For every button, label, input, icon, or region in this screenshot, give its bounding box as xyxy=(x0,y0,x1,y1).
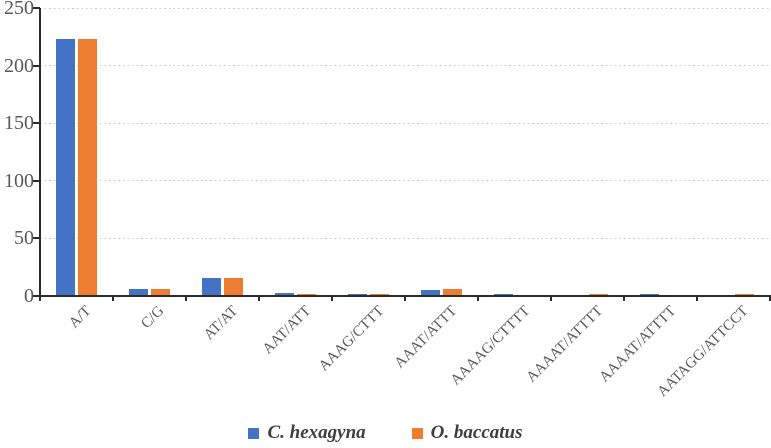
bar-o-baccatus-5 xyxy=(443,289,462,296)
gridline-50 xyxy=(40,237,770,239)
y-axis-label-0: 0 xyxy=(24,285,34,307)
x-tick-2 xyxy=(185,296,187,301)
gridline-200 xyxy=(40,65,770,67)
bar-c-hexagyna-6 xyxy=(494,293,513,296)
x-axis-label-2: AT/AT xyxy=(200,303,241,344)
bar-c-hexagyna-4 xyxy=(348,293,367,296)
x-axis-label-8: AAAAT/ATTTT xyxy=(596,303,679,386)
bar-c-hexagyna-2 xyxy=(202,277,221,296)
y-axis-label-100: 100 xyxy=(4,169,34,192)
x-axis-label-0: A/T xyxy=(66,303,95,332)
x-tick-7 xyxy=(550,296,552,301)
bar-c-hexagyna-0 xyxy=(56,39,75,296)
x-tick-8 xyxy=(623,296,625,301)
x-axis-label-4: AAAG/CTTT xyxy=(315,303,387,375)
gridline-250 xyxy=(40,7,770,9)
y-tick-50 xyxy=(33,237,40,240)
y-tick-0 xyxy=(33,295,40,297)
legend-item-o-baccatus: O. baccatus xyxy=(411,422,523,443)
bar-o-baccatus-0 xyxy=(78,39,97,296)
bar-o-baccatus-1 xyxy=(151,289,170,296)
x-tick-10 xyxy=(769,296,771,301)
x-tick-9 xyxy=(696,296,698,301)
legend-swatch-orange xyxy=(411,427,423,439)
bar-o-baccatus-7 xyxy=(589,293,608,296)
bar-o-baccatus-4 xyxy=(370,293,389,296)
y-tick-250 xyxy=(33,7,40,9)
bar-c-hexagyna-8 xyxy=(640,293,659,296)
x-axis-label-1: C/G xyxy=(138,303,168,333)
legend-swatch-blue xyxy=(248,427,260,439)
y-tick-150 xyxy=(33,122,40,125)
gridline-100 xyxy=(40,180,770,182)
y-axis-label-250: 250 xyxy=(4,0,34,19)
legend-label-c-hexagyna: C. hexagyna xyxy=(267,422,366,443)
x-tick-3 xyxy=(258,296,260,301)
y-tick-200 xyxy=(33,64,40,67)
bar-c-hexagyna-3 xyxy=(275,292,294,296)
legend-label-o-baccatus: O. baccatus xyxy=(430,422,523,443)
bar-o-baccatus-2 xyxy=(224,277,243,296)
x-axis-label-5: AAAT/ATTT xyxy=(391,303,460,372)
x-tick-6 xyxy=(477,296,479,301)
x-tick-0 xyxy=(39,296,41,301)
bar-o-baccatus-9 xyxy=(735,293,754,296)
y-axis-label-50: 50 xyxy=(14,227,34,250)
y-axis-label-200: 200 xyxy=(4,54,34,77)
bar-o-baccatus-3 xyxy=(297,293,316,296)
y-axis-label-150: 150 xyxy=(4,112,34,135)
legend-item-c-hexagyna: C. hexagyna xyxy=(248,422,366,443)
x-tick-4 xyxy=(331,296,333,301)
x-tick-5 xyxy=(404,296,406,301)
bar-c-hexagyna-1 xyxy=(129,289,148,296)
x-axis-label-3: AAT/ATT xyxy=(259,303,314,358)
gridline-150 xyxy=(40,122,770,124)
x-tick-1 xyxy=(112,296,114,301)
x-axis-label-6: AAAAG/CTTTT xyxy=(447,303,533,389)
legend: C. hexagyna O. baccatus xyxy=(0,423,771,443)
bar-c-hexagyna-5 xyxy=(421,290,440,296)
x-axis-label-7: AAAAT/ATTTT xyxy=(523,303,606,386)
y-axis xyxy=(39,8,41,297)
y-tick-100 xyxy=(33,179,40,182)
